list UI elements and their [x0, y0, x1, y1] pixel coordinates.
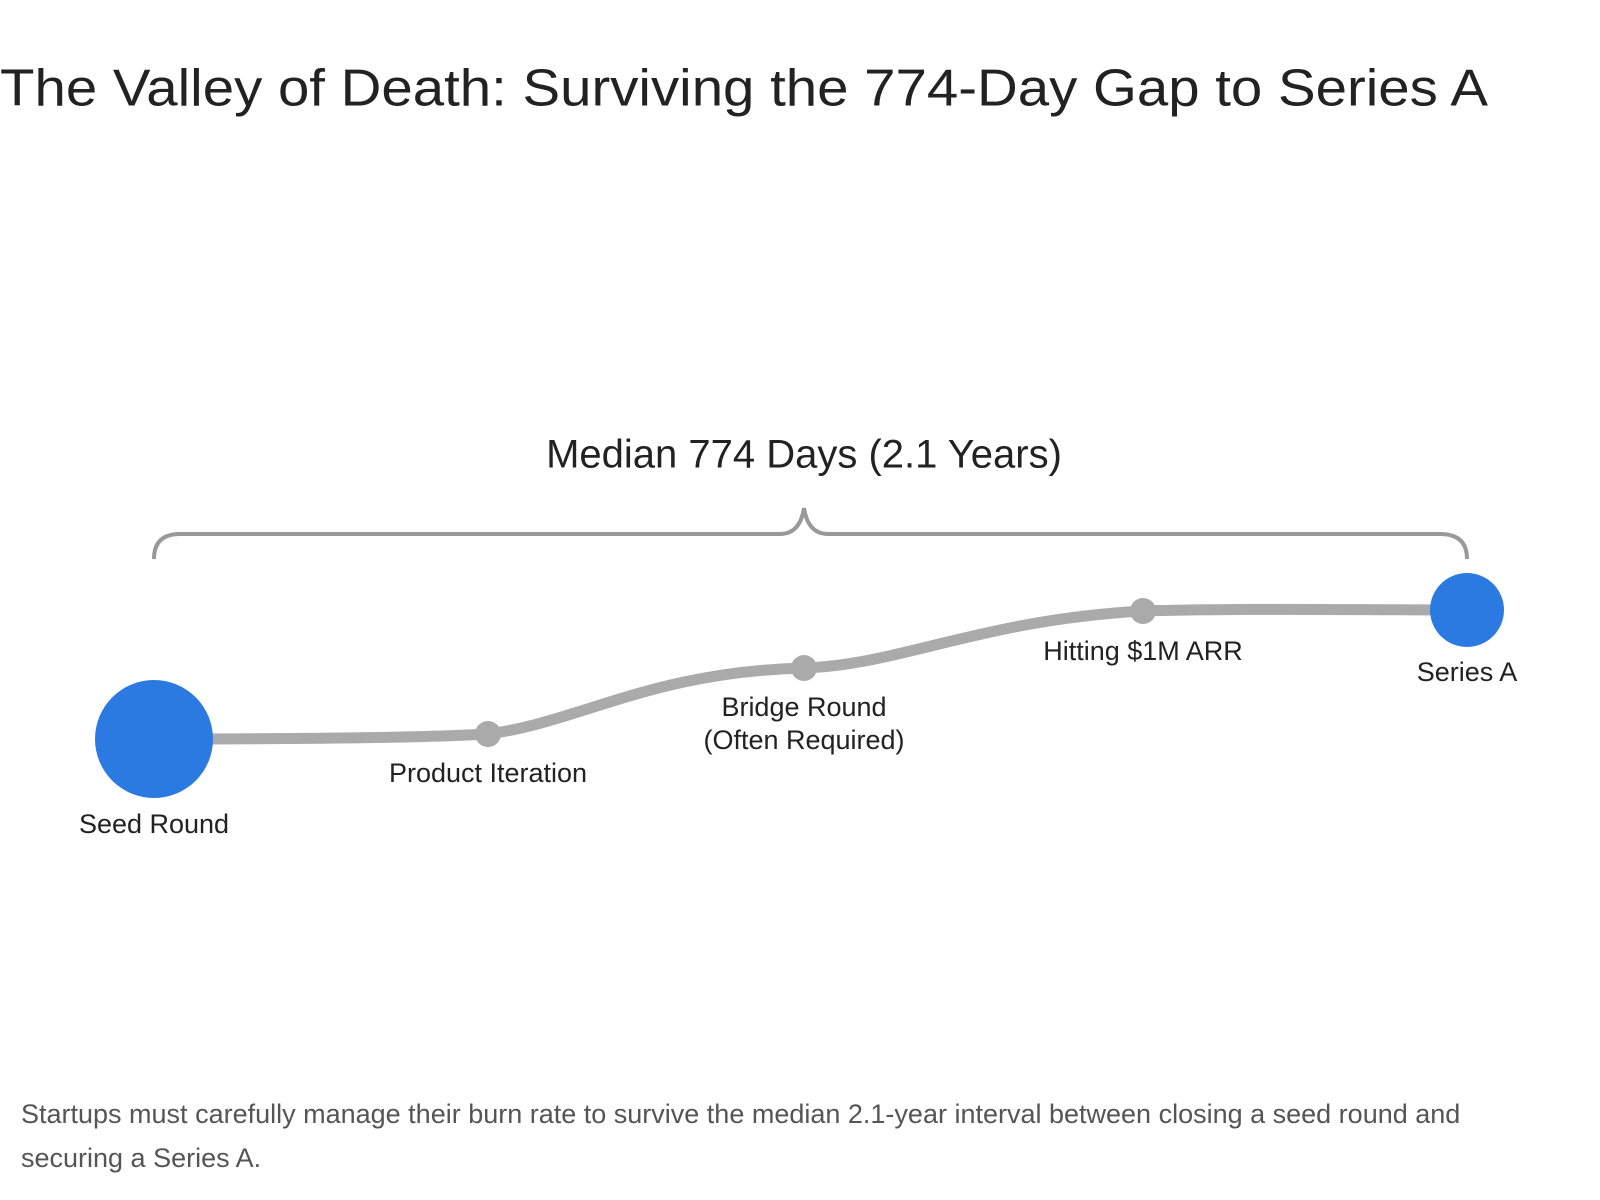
- milestone-label: (Often Required): [703, 725, 904, 755]
- milestone-label: Product Iteration: [389, 758, 587, 788]
- title: The Valley of Death: Surviving the 774-D…: [0, 60, 1488, 118]
- milestone-dot: [95, 680, 213, 798]
- span-label: Median 774 Days (2.1 Years): [546, 433, 1062, 477]
- milestone-dot: [1130, 598, 1156, 624]
- diagram: The Valley of Death: Surviving the 774-D…: [0, 60, 1518, 839]
- milestone-label: Seed Round: [79, 809, 229, 839]
- milestone-label: Hitting $1M ARR: [1043, 636, 1243, 666]
- milestone-label: Series A: [1417, 657, 1518, 687]
- caption: Startups must carefully manage their bur…: [21, 1099, 1461, 1173]
- milestone-label: Bridge Round: [721, 692, 886, 722]
- milestone-dot: [791, 655, 817, 681]
- milestone-dot: [1430, 573, 1504, 647]
- bracket: [152, 507, 1469, 560]
- milestone-dot: [475, 721, 501, 747]
